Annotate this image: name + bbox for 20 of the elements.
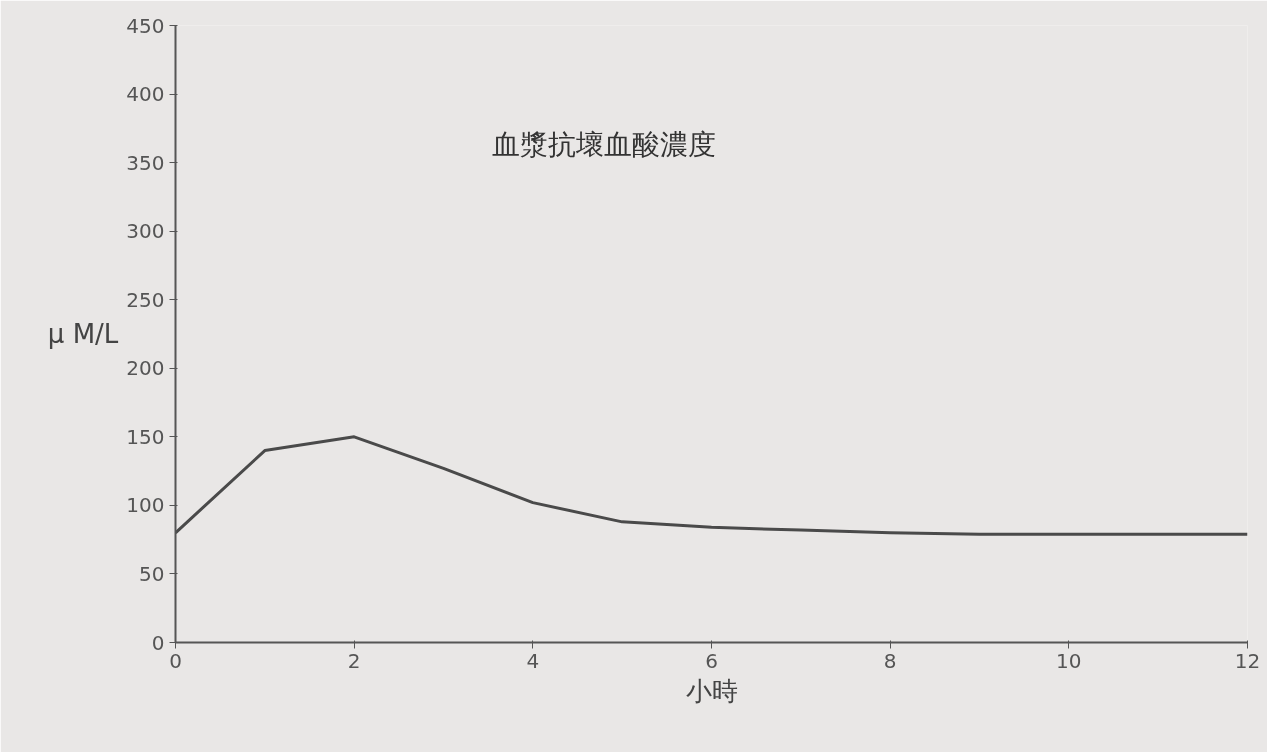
x-tick-label: 12 — [1234, 648, 1261, 673]
y-tick-label: 300 — [126, 219, 165, 244]
y-tick-label: 250 — [126, 287, 165, 312]
x-tick-label: 8 — [883, 648, 897, 673]
y-tick-label: 50 — [139, 561, 165, 586]
y-axis-title: μ M/L — [47, 319, 119, 349]
y-tick-label: 150 — [126, 424, 165, 449]
y-tick-label: 450 — [126, 13, 165, 38]
x-tick-label: 6 — [705, 648, 718, 673]
x-tick-label: 4 — [526, 648, 540, 673]
text: 血漿抗壞血酸濃度 — [492, 128, 717, 162]
y-tick-label: 100 — [126, 493, 165, 518]
y-tick-label: 200 — [126, 356, 165, 381]
x-tick-label: 10 — [1056, 648, 1082, 673]
x-tick-label: 2 — [347, 648, 361, 673]
y-tick-label: 350 — [126, 150, 165, 175]
y-tick-label: 0 — [151, 630, 165, 655]
x-tick-label: 0 — [169, 648, 182, 673]
x-axis-title: 小時 — [685, 675, 738, 706]
y-tick-label: 400 — [126, 82, 165, 107]
